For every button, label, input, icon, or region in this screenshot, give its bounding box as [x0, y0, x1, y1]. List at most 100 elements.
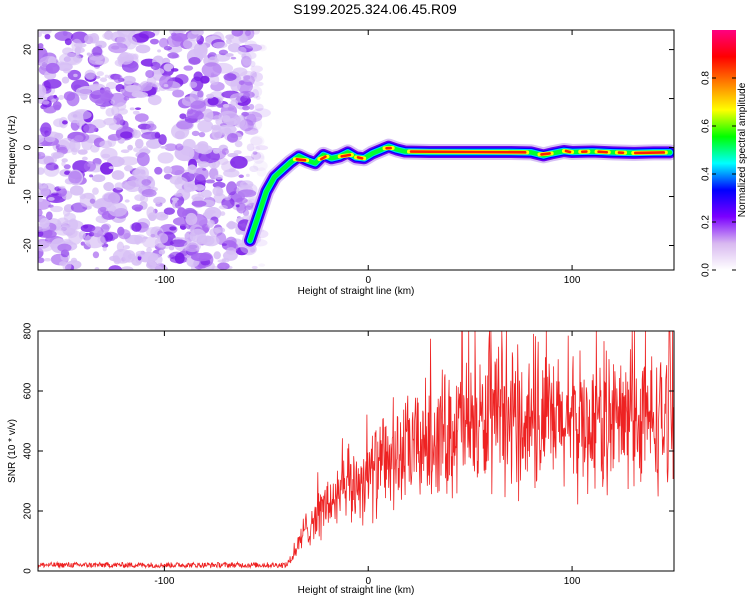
spectrogram-noise-cell	[41, 100, 50, 105]
spectrogram-noise-cell	[44, 33, 51, 40]
spectrogram-noise-cell	[225, 247, 237, 255]
spectrogram-noise-cell	[56, 61, 66, 66]
spectrogram-noise-cell	[127, 144, 133, 151]
spectrogram-noise-cell	[53, 104, 61, 111]
spectrogram-noise-cell	[243, 75, 251, 81]
spectrogram-y-tick-label: 20	[23, 44, 34, 56]
spectrogram-ridge-peak	[320, 155, 327, 161]
spectrogram-noise-cell	[118, 108, 128, 115]
snr-x-tick-label: 0	[365, 576, 371, 587]
spectrogram-noise-cell	[223, 73, 237, 81]
spectrogram-noise-cell	[125, 234, 144, 245]
spectrogram-noise-cell	[43, 258, 52, 262]
spectrogram-noise-cell	[84, 69, 96, 80]
spectrogram-noise-cell	[242, 105, 250, 111]
spectrogram-noise-cell	[146, 247, 152, 253]
spectrogram-noise-cell	[228, 167, 236, 173]
spectrogram-noise-cell	[158, 134, 167, 145]
spectrogram-noise-cell	[61, 76, 70, 84]
spectrogram-noise-cell	[38, 208, 43, 217]
spectrogram-noise-cell	[170, 68, 179, 72]
spectrogram-noise-cell	[253, 160, 268, 172]
spectrogram-noise-cell	[231, 30, 244, 37]
spectrogram-noise-cell	[108, 202, 128, 217]
spectrogram-noise-cell	[225, 34, 235, 40]
snr-y-tick-label: 200	[23, 502, 34, 519]
spectrogram-noise-cell	[146, 76, 157, 85]
spectrogram-ridge-peak	[597, 150, 609, 154]
spectrogram-noise-cell	[255, 95, 261, 100]
colorbar-label: Normalized spectral amplitude	[737, 82, 748, 217]
spectrogram-noise-cell	[157, 232, 169, 244]
spectrogram-noise-cell	[252, 151, 265, 164]
spectrogram-noise-cell	[158, 37, 169, 48]
spectrogram-noise-cell	[120, 131, 133, 139]
spectrogram-noise-cell	[100, 147, 118, 161]
spectrogram-heatmap	[38, 30, 674, 270]
spectrogram-noise-cell	[192, 173, 200, 177]
spectrogram-noise-cell	[235, 247, 249, 256]
spectrogram-noise-cell	[189, 81, 198, 89]
spectrogram-noise-cell	[43, 78, 62, 89]
spectrogram-noise-cell	[176, 207, 186, 218]
spectrogram-noise-cell	[222, 258, 230, 263]
spectrogram-noise-cell	[155, 198, 161, 205]
spectrogram-noise-cell	[253, 81, 264, 87]
spectrogram-noise-cell	[124, 84, 141, 93]
spectrogram-noise-cell	[99, 77, 108, 83]
spectrogram-noise-cell	[112, 255, 120, 263]
spectrogram-noise-cell	[83, 161, 96, 172]
spectrogram-noise-cell	[135, 250, 146, 257]
spectrogram-noise-cell	[224, 127, 231, 135]
spectrogram-noise-cell	[197, 90, 204, 98]
spectrogram-noise-cell	[202, 235, 220, 247]
spectrogram-noise-cell	[218, 49, 228, 56]
spectrogram-noise-cell	[134, 194, 146, 202]
spectrogram-noise-cell	[224, 195, 232, 201]
spectrogram-noise-cell	[117, 52, 134, 65]
spectrogram-noise-cell	[163, 166, 173, 174]
spectrogram-noise-cell	[248, 103, 255, 110]
snr-axis-ticks: -100 0 100 0 200 400 600 800	[23, 322, 674, 587]
spectrogram-noise-cell	[104, 232, 114, 242]
snr-x-label: Height of straight line (km)	[298, 585, 415, 596]
spectrogram-noise-cell	[50, 205, 63, 213]
spectrogram-noise-cell	[158, 249, 166, 255]
spectrogram-noise-cell	[100, 162, 114, 175]
spectrogram-noise-cell	[51, 98, 57, 103]
spectrogram-ridge-peak	[564, 149, 572, 154]
spectrogram-noise-cell	[70, 257, 78, 263]
spectrogram-noise-cell	[102, 32, 113, 40]
spectrogram-noise-cell	[86, 52, 91, 56]
spectrogram-noise-cell	[162, 266, 169, 270]
spectrogram-noise-cell	[150, 264, 163, 270]
spectrogram-noise-cell	[147, 94, 162, 106]
snr-panel: -100 0 100 0 200 400 600 800 Height of straight…	[7, 322, 675, 596]
spectrogram-noise-cell	[218, 205, 228, 210]
spectrogram-noise-cell	[118, 229, 131, 240]
spectrogram-noise-cell	[50, 192, 59, 196]
spectrogram-noise-cell	[120, 266, 134, 270]
spectrogram-noise-cell	[77, 149, 88, 155]
spectrogram-noise-cell	[174, 201, 182, 209]
spectrogram-noise-cell	[212, 41, 228, 49]
spectrogram-noise-cell	[212, 148, 220, 154]
spectrogram-noise-cell	[254, 103, 264, 112]
spectrogram-noise-cell	[169, 165, 185, 175]
spectrogram-x-tick-label: -100	[154, 275, 174, 286]
spectrogram-noise-cell	[101, 191, 121, 206]
spectrogram-noise-cell	[96, 71, 104, 77]
spectrogram-noise-cell	[191, 194, 205, 202]
spectrogram-noise-cell	[75, 86, 92, 96]
spectrogram-noise-cell	[188, 57, 201, 65]
spectrogram-noise-cell	[201, 62, 222, 78]
spectrogram-noise-cell	[97, 235, 106, 245]
spectrogram-noise-cell	[197, 161, 210, 168]
spectrogram-noise-cell	[191, 200, 207, 207]
spectrogram-noise-cell	[117, 156, 139, 166]
spectrogram-noise-cell	[123, 180, 142, 193]
spectrogram-noise-cell	[212, 186, 223, 197]
spectrogram-noise-cell	[38, 167, 45, 175]
spectrogram-noise-cell	[45, 211, 53, 220]
spectrogram-noise-cell	[38, 135, 45, 144]
